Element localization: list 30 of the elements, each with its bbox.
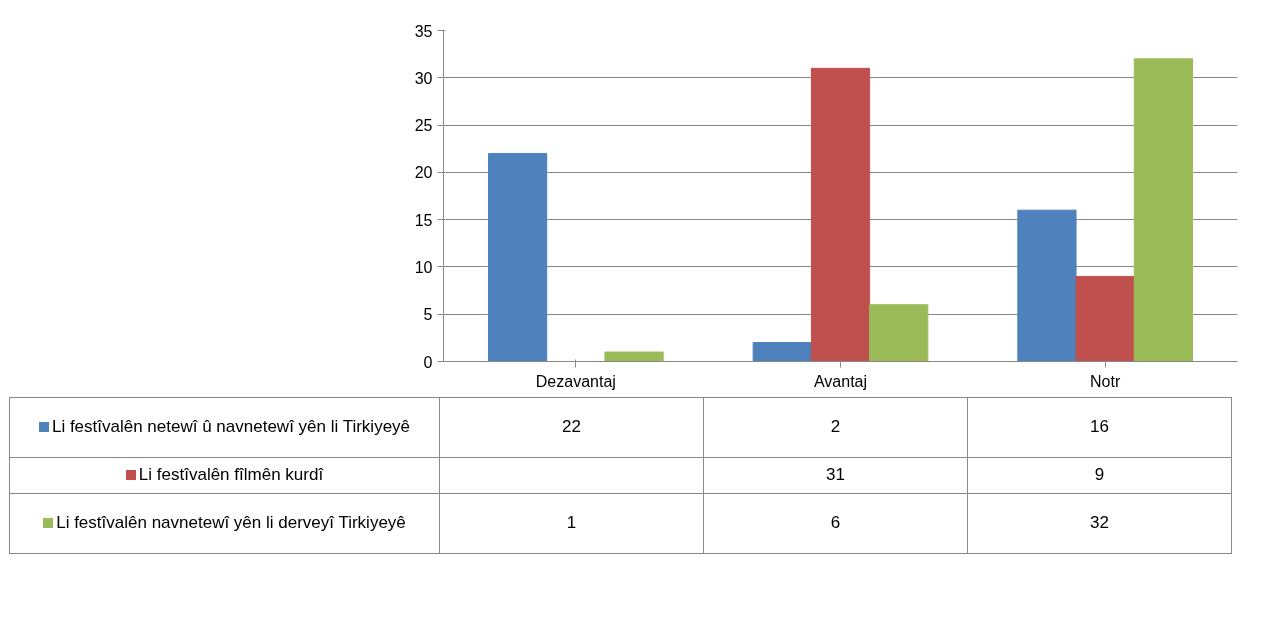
y-tick-label: 5 <box>423 306 433 324</box>
y-tick-label: 35 <box>414 22 433 40</box>
legend-label: Li festîvalên fîlmên kurdî <box>9 457 440 494</box>
y-tick-label: 10 <box>414 258 433 276</box>
y-tick-label: 25 <box>414 117 433 135</box>
legend-label: Li festîvalên netewî û navnetewî yên li Tirkiyeyê <box>9 397 440 458</box>
bar <box>1075 275 1135 362</box>
data-label: 6 <box>703 493 968 554</box>
y-tick-label: 0 <box>423 353 433 371</box>
data-label: 16 <box>967 397 1232 458</box>
bar <box>1017 209 1077 362</box>
x-tick-label: Dezavantaj <box>535 372 616 390</box>
legend-label: Li festîvalên navnetewî yên li derveyî Tirkiyeyê <box>9 493 440 554</box>
bar <box>752 342 812 362</box>
x-tick-label: Notr <box>1090 372 1121 390</box>
bar <box>1133 58 1194 362</box>
y-tick-label: 20 <box>414 164 433 182</box>
bar <box>604 351 664 362</box>
data-label: 2 <box>703 397 968 458</box>
data-label: 32 <box>967 493 1232 554</box>
data-label: 1 <box>439 493 704 554</box>
data-label: 31 <box>703 457 968 494</box>
x-tick-label: Avantaj <box>813 372 868 390</box>
data-label: 9 <box>967 457 1232 494</box>
data-label: 22 <box>439 397 704 458</box>
y-tick-label: 15 <box>414 211 433 229</box>
bar <box>869 304 929 362</box>
bar <box>810 67 871 362</box>
bar <box>487 152 548 362</box>
y-tick-label: 30 <box>414 69 433 87</box>
